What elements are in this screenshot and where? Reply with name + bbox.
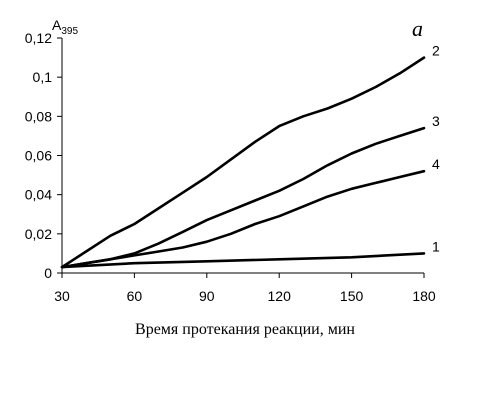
y-tick-label: 0,12 [25, 30, 52, 46]
y-tick-label: 0,02 [25, 226, 52, 242]
series-label-2: 2 [432, 43, 440, 59]
panel-letter: а [412, 16, 423, 41]
x-axis-title: Время протекания реакции, мин [135, 321, 355, 338]
y-tick-label: 0,06 [25, 148, 52, 164]
x-tick-label: 60 [127, 288, 143, 304]
y-axis-label-main: A [52, 17, 62, 33]
y-tick-label: 0 [44, 265, 52, 281]
y-axis-label-subscript: 395 [61, 26, 78, 37]
x-tick-label: 120 [268, 288, 292, 304]
y-tick-label: 0,04 [25, 187, 52, 203]
series-line-1 [60, 252, 426, 269]
x-tick-label: 30 [54, 288, 70, 304]
x-tick-label: 180 [412, 288, 436, 304]
series-label-4: 4 [432, 156, 440, 172]
y-tick-label: 0,08 [25, 108, 52, 124]
series-line-3 [60, 126, 426, 269]
y-axis-label: A395 [52, 17, 78, 37]
series-label-1: 1 [432, 238, 440, 254]
series-labels: 2 3 4 1 [432, 43, 440, 255]
series-line-2 [60, 56, 426, 269]
y-axis-ticks: 0 0,02 0,04 0,06 0,08 0,1 0,12 [25, 30, 62, 281]
series-line-4 [60, 169, 426, 269]
x-tick-label: 90 [199, 288, 215, 304]
y-tick-label: 0,1 [33, 69, 53, 85]
series-label-3: 3 [432, 113, 440, 129]
series-lines [60, 56, 426, 269]
x-tick-label: 150 [340, 288, 364, 304]
x-axis-ticks: 30 60 90 120 150 180 [54, 273, 436, 304]
